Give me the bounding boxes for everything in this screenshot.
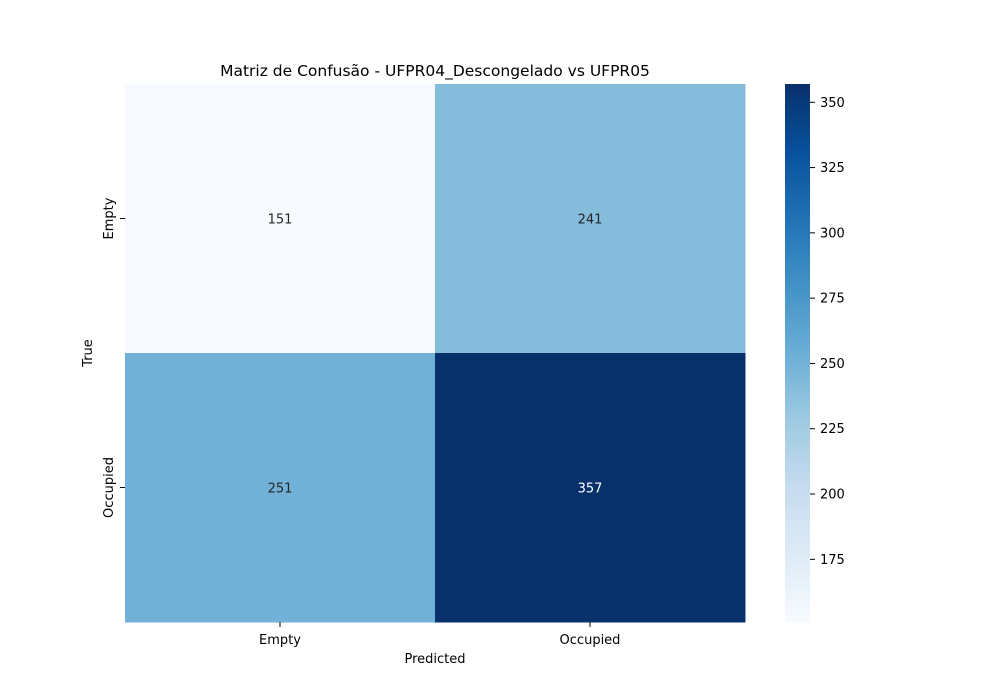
heatmap-cell-labels: 151 241 251 357 [268, 213, 603, 497]
x-axis: Empty Occupied [259, 622, 620, 648]
cell-value-label: 357 [578, 482, 603, 497]
colorbar-tick-label: 325 [820, 161, 845, 176]
heatmap-cell [435, 353, 746, 623]
heatmap-cell [125, 84, 436, 354]
colorbar [785, 84, 810, 622]
chart-title: Matriz de Confusão - UFPR04_Descongelado… [220, 62, 650, 81]
colorbar-tick-label: 200 [820, 488, 845, 503]
y-axis-label: True [81, 339, 96, 368]
heatmap-cell [435, 84, 746, 354]
colorbar-tick-label: 250 [820, 357, 845, 372]
colorbar-tick-label: 225 [820, 422, 845, 437]
cell-value-label: 241 [578, 213, 603, 228]
colorbar-tick-label: 300 [820, 226, 845, 241]
colorbar-axis: 175 200 225 250 275 300 325 350 [810, 96, 845, 568]
cell-value-label: 151 [268, 213, 293, 228]
heatmap-cells [125, 84, 746, 623]
cell-value-label: 251 [268, 482, 293, 497]
colorbar-tick-label: 175 [820, 553, 845, 568]
heatmap-cell [125, 353, 436, 623]
colorbar-tick-label: 275 [820, 292, 845, 307]
y-axis: Empty Occupied [102, 197, 125, 518]
x-tick-label: Empty [259, 633, 301, 648]
x-tick-label: Occupied [560, 633, 621, 648]
y-tick-label: Empty [102, 197, 117, 239]
y-tick-label: Occupied [102, 457, 117, 518]
colorbar-tick-label: 350 [820, 96, 845, 111]
x-axis-label: Predicted [404, 652, 465, 667]
